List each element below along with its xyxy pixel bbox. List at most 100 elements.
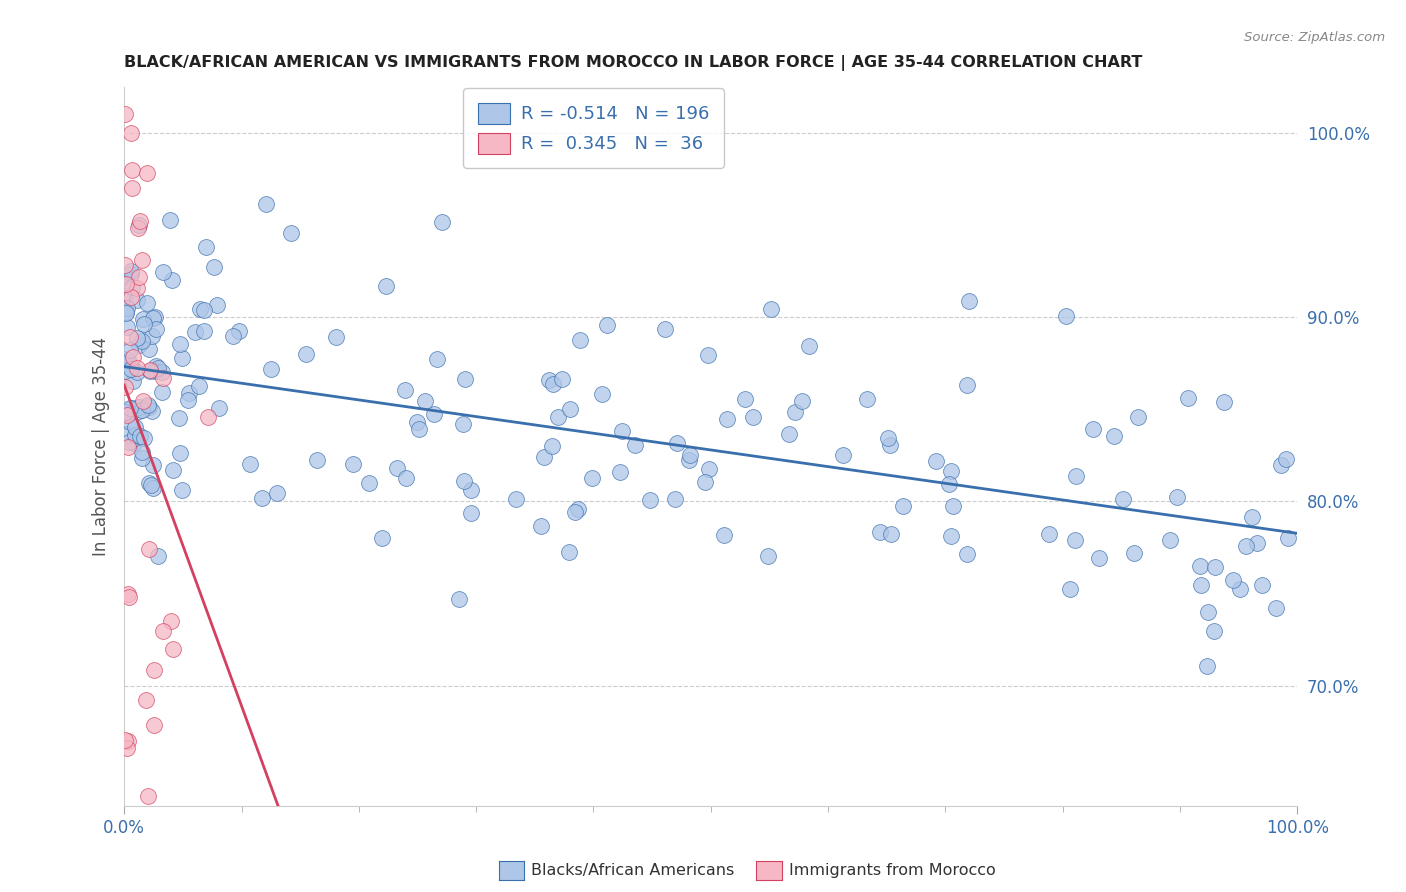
Point (430, 215, 453, 229)
Point (114, 364, 136, 378)
Point (125, 365, 148, 379)
Point (679, 448, 702, 462)
Point (114, 277, 136, 291)
Point (460, 506, 482, 520)
Text: BLACK/AFRICAN AMERICAN VS IMMIGRANTS FROM MOROCCO IN LABOR FORCE | AGE 35-44 COR: BLACK/AFRICAN AMERICAN VS IMMIGRANTS FRO… (124, 55, 1143, 71)
Point (131, 451, 153, 466)
Point (150, 384, 173, 399)
Point (117, 587, 139, 601)
Point (1189, 578, 1212, 592)
Point (254, 197, 277, 211)
Point (453, 474, 475, 488)
Point (131, 445, 153, 459)
Point (959, 294, 981, 309)
Point (139, 478, 162, 492)
Point (142, 718, 165, 732)
Point (128, 338, 150, 352)
Point (942, 499, 965, 513)
Point (1212, 394, 1234, 409)
Point (150, 365, 173, 379)
Point (120, 264, 142, 278)
Point (756, 549, 779, 563)
Point (541, 377, 564, 392)
Point (128, 404, 150, 418)
Point (132, 312, 155, 326)
Point (832, 448, 855, 462)
Point (454, 372, 477, 386)
Point (797, 339, 820, 353)
Point (371, 531, 394, 545)
Point (142, 481, 165, 495)
Point (127, 331, 149, 345)
Point (128, 219, 150, 233)
Point (193, 302, 215, 317)
Point (138, 400, 160, 414)
Point (162, 463, 184, 477)
Point (581, 471, 603, 485)
Point (938, 476, 960, 491)
Point (385, 461, 408, 475)
Point (1277, 531, 1299, 545)
Point (121, 401, 143, 416)
Point (172, 483, 194, 497)
Point (879, 438, 901, 452)
Point (879, 527, 901, 541)
Point (115, 352, 138, 367)
Point (1081, 422, 1104, 436)
Point (120, 359, 142, 373)
Point (194, 240, 217, 254)
Point (120, 362, 142, 376)
Point (115, 741, 138, 756)
Point (280, 227, 302, 241)
Point (120, 401, 142, 415)
Point (228, 324, 250, 338)
Point (451, 417, 474, 431)
Point (1274, 451, 1296, 466)
Point (1064, 533, 1087, 548)
Point (138, 342, 160, 356)
Point (547, 410, 569, 425)
Point (664, 492, 686, 507)
Point (131, 334, 153, 349)
Point (558, 544, 581, 558)
Point (124, 428, 146, 442)
Point (135, 693, 157, 707)
Point (136, 789, 159, 804)
Point (117, 440, 139, 454)
Point (120, 267, 142, 281)
Point (678, 452, 700, 467)
Point (159, 212, 181, 227)
Point (925, 454, 948, 468)
Point (505, 491, 527, 506)
Point (143, 664, 166, 678)
Point (1112, 492, 1135, 507)
Point (141, 329, 163, 343)
Point (1159, 533, 1181, 548)
Point (193, 325, 215, 339)
Point (124, 419, 146, 434)
Point (187, 378, 209, 392)
Point (533, 450, 555, 464)
Point (114, 380, 136, 394)
Point (405, 415, 427, 429)
Point (205, 297, 228, 311)
Point (1229, 582, 1251, 596)
Point (325, 330, 347, 344)
Point (357, 476, 380, 491)
Point (541, 439, 564, 453)
Point (128, 213, 150, 227)
Point (145, 322, 167, 336)
Point (136, 398, 159, 412)
Point (1241, 509, 1264, 524)
Point (169, 446, 191, 460)
Point (127, 220, 149, 235)
Point (891, 499, 914, 513)
Point (112, 269, 135, 284)
Point (132, 317, 155, 331)
Point (207, 401, 229, 415)
Point (638, 493, 661, 508)
Point (294, 347, 316, 361)
Point (250, 491, 273, 505)
Point (1222, 574, 1244, 588)
Y-axis label: In Labor Force | Age 35-44: In Labor Force | Age 35-44 (93, 336, 110, 556)
